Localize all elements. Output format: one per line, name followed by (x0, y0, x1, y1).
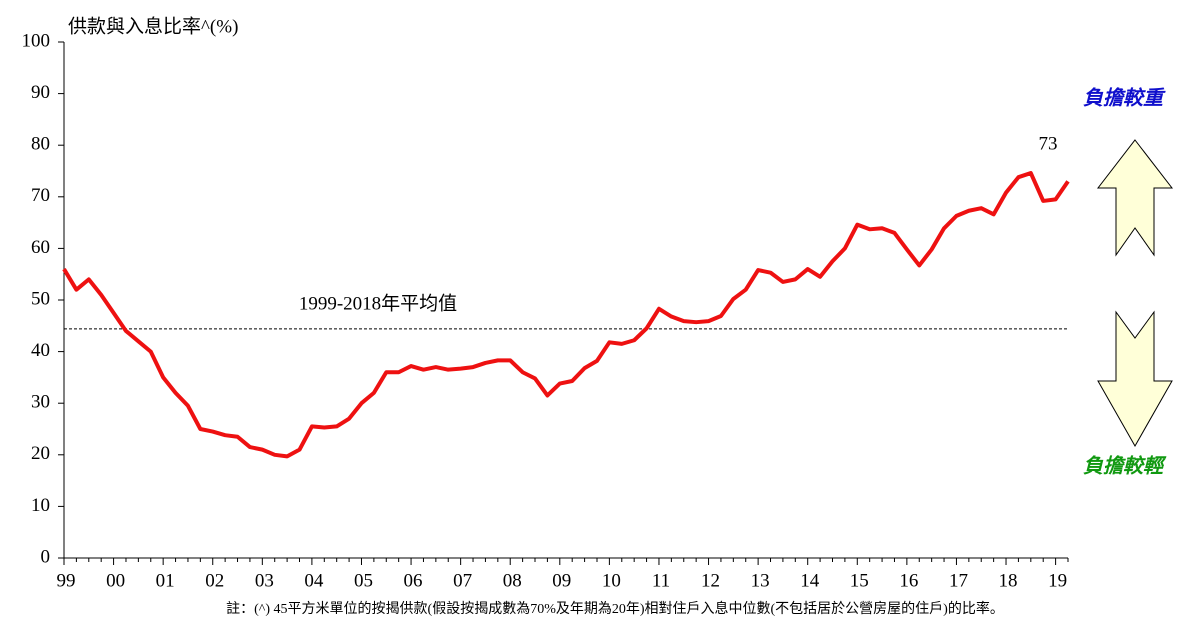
down-arrow (1097, 310, 1173, 448)
average-label: 1999-2018年平均值 (299, 292, 457, 314)
x-tick-label: 15 (850, 570, 869, 591)
x-tick-label: 06 (404, 570, 423, 591)
x-tick-label: 11 (652, 570, 670, 591)
x-tick-label: 01 (156, 570, 175, 591)
y-tick-label: 20 (31, 443, 50, 464)
data-label: 73 (1039, 134, 1058, 155)
footnote: 註：(^) 45平方米單位的按揭供款(假設按揭成數為70%及年期為20年)相對住… (226, 600, 1004, 617)
x-tick-label: 99 (57, 570, 76, 591)
x-tick-label: 00 (106, 570, 125, 591)
x-tick-label: 07 (453, 570, 472, 591)
x-tick-label: 02 (205, 570, 224, 591)
y-tick-label: 70 (31, 185, 50, 206)
x-tick-label: 18 (999, 570, 1018, 591)
data-line (62, 171, 1070, 459)
x-tick-label: 13 (751, 570, 770, 591)
x-tick-label: 04 (304, 570, 324, 591)
x-tick-label: 10 (602, 570, 621, 591)
y-tick-label: 40 (31, 340, 50, 361)
x-tick-label: 09 (552, 570, 571, 591)
x-tick-label: 17 (949, 570, 968, 591)
burden-low-label: 負擔較輕 (1083, 455, 1167, 478)
y-tick-label: 50 (31, 288, 50, 309)
x-tick-label: 14 (800, 570, 820, 591)
x-tick-label: 19 (1048, 570, 1067, 591)
x-tick-label: 03 (255, 570, 274, 591)
y-tick-label: 60 (31, 237, 50, 258)
x-tick-label: 05 (354, 570, 373, 591)
y-tick-label: 10 (31, 495, 50, 516)
y-axis-label: 供款與入息比率^(%) (68, 15, 238, 37)
y-tick-label: 30 (31, 392, 50, 413)
y-tick-label: 0 (41, 546, 51, 567)
up-arrow (1096, 139, 1174, 257)
x-tick-label: 12 (701, 570, 720, 591)
y-tick-label: 90 (31, 82, 50, 103)
y-tick-label: 80 (31, 134, 50, 155)
x-tick-label: 16 (899, 570, 918, 591)
y-tick-label: 100 (22, 30, 51, 51)
x-tick-label: 08 (503, 570, 522, 591)
burden-high-label: 負擔較重 (1083, 87, 1166, 110)
